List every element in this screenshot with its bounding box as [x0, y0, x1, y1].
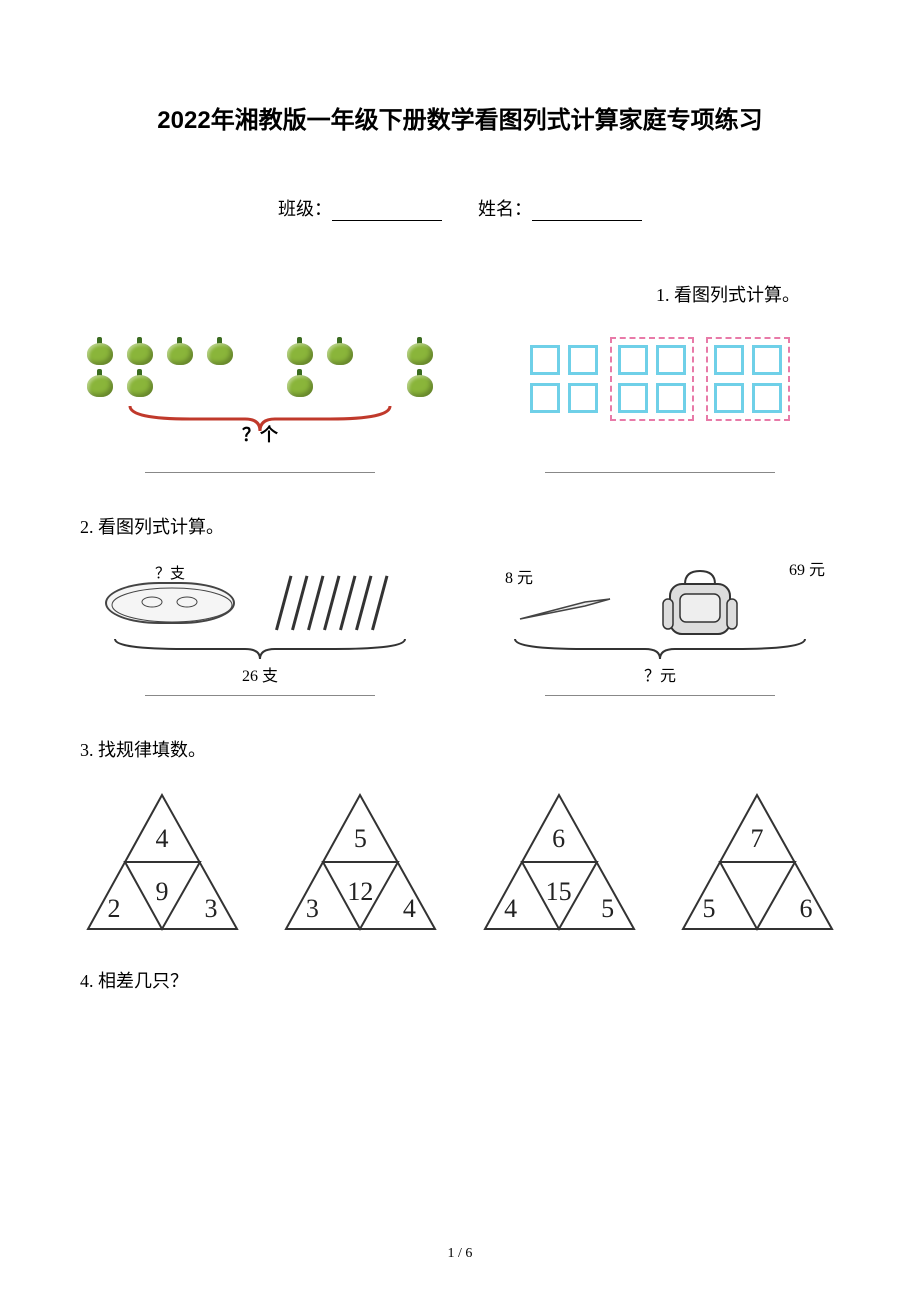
pen-icon: [515, 594, 615, 624]
backpack-icon: [655, 569, 745, 639]
triangle-number-left: 3: [306, 894, 319, 924]
square-icon: [752, 345, 782, 375]
pencil-case-icon: [105, 582, 235, 624]
triangle-number-mid: 15: [546, 877, 572, 907]
pepper-icon: [165, 337, 195, 365]
square-icon: [714, 345, 744, 375]
q4-heading: 4. 相差几只？: [80, 967, 840, 993]
q2-figures: ？支 26 支 8 元 69 元: [80, 564, 840, 664]
triangle-figure: 6 15 4 5: [477, 787, 642, 937]
triangle-number-top: 6: [552, 824, 565, 854]
q2-heading: 2. 看图列式计算。: [80, 513, 840, 539]
q2-left-bottom-label: 26 支: [242, 662, 278, 686]
square-icon: [530, 345, 560, 375]
q1-figures: ？个: [80, 337, 840, 441]
pepper-icon: [205, 337, 235, 365]
triangle-number-mid: 12: [347, 877, 373, 907]
doc-title: 2022年湘教版一年级下册数学看图列式计算家庭专项练习: [80, 100, 840, 135]
pepper-icon: [405, 369, 435, 397]
dashed-group: [610, 337, 694, 421]
square-icon: [714, 383, 744, 413]
page: 2022年湘教版一年级下册数学看图列式计算家庭专项练习 班级： 姓名： 1. 看…: [0, 0, 920, 1302]
square-icon: [656, 345, 686, 375]
square-icon: [618, 345, 648, 375]
name-blank[interactable]: [532, 203, 642, 221]
square-icon: [568, 383, 598, 413]
q1-squares-figure: [480, 337, 840, 421]
pepper-icon: [285, 369, 315, 397]
pepper-icon: [85, 337, 115, 365]
q1-peppers-figure: ？个: [80, 337, 440, 441]
triangle-number-left: 4: [504, 894, 517, 924]
triangle-figure: 7 5 6: [675, 787, 840, 937]
q1-answer-blank-2[interactable]: [545, 471, 775, 473]
triangle-number-top: 7: [750, 824, 763, 854]
triangle-number-top: 5: [354, 824, 367, 854]
page-footer: 1 / 6: [0, 1246, 920, 1262]
triangle-number-right: 6: [799, 894, 812, 924]
triangle-number-right: 5: [601, 894, 614, 924]
q2-right-figure: 8 元 69 元 ？元: [480, 564, 840, 664]
q2-answer-blank-2[interactable]: [545, 694, 775, 696]
pencils-icon: [255, 574, 395, 629]
triangle-number-right: 4: [403, 894, 416, 924]
q1-answer-blank-1[interactable]: [145, 471, 375, 473]
dashed-group: [706, 337, 790, 421]
class-blank[interactable]: [332, 203, 442, 221]
triangle-number-top: 4: [156, 824, 169, 854]
q3-triangle-row: 4 9 2 3 5 12 3 4 6 15 4 5 7 5 6: [80, 787, 840, 937]
triangle-figure: 5 12 3 4: [278, 787, 443, 937]
square-icon: [656, 383, 686, 413]
q2-price-left: 8 元: [505, 564, 533, 588]
q2-answer-row: [80, 694, 840, 696]
pepper-icon: [405, 337, 435, 365]
q3-heading: 3. 找规律填数。: [80, 736, 840, 762]
student-info-row: 班级： 姓名：: [80, 195, 840, 221]
triangle-figure: 4 9 2 3: [80, 787, 245, 937]
square-icon: [618, 383, 648, 413]
pepper-icon: [125, 337, 155, 365]
q2-answer-blank-1[interactable]: [145, 694, 375, 696]
pepper-icon: [325, 337, 355, 365]
triangle-number-left: 5: [702, 894, 715, 924]
q1-answer-row: [80, 471, 840, 473]
q2-left-top-label: ？支: [155, 562, 185, 583]
triangle-number-left: 2: [108, 894, 121, 924]
square-icon: [568, 345, 598, 375]
pepper-icon: [285, 337, 315, 365]
square-icon: [752, 383, 782, 413]
pepper-icon: [85, 369, 115, 397]
q1-qmark: ？个: [242, 421, 278, 447]
name-label: 姓名：: [478, 199, 532, 219]
q2-left-figure: ？支 26 支: [80, 564, 440, 664]
triangle-number-right: 3: [205, 894, 218, 924]
q2-right-bottom-label: ？元: [644, 662, 676, 686]
class-label: 班级：: [278, 199, 332, 219]
q2-price-right: 69 元: [789, 556, 825, 580]
triangle-number-mid: 9: [156, 877, 169, 907]
square-icon: [530, 383, 560, 413]
pepper-icon: [125, 369, 155, 397]
q1-brace: ？个: [120, 401, 400, 441]
q1-heading: 1. 看图列式计算。: [80, 281, 840, 307]
